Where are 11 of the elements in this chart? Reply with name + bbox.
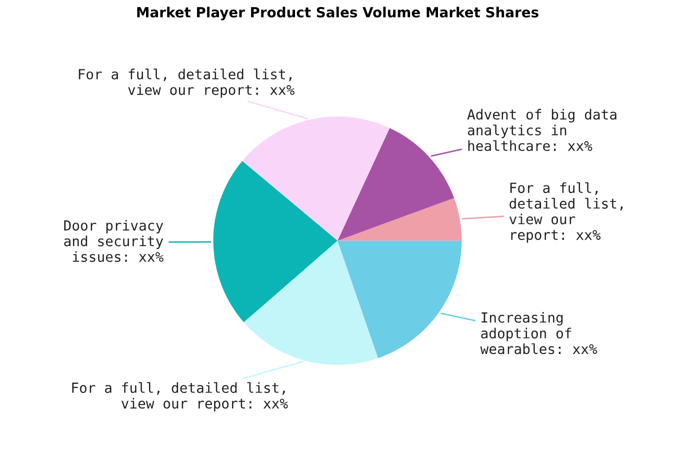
slice-label: Increasing adoption of wearables: xx% [480, 312, 598, 354]
pie-slice [213, 160, 338, 322]
chart-title: Market Player Product Sales Volume Market Shares [137, 6, 538, 20]
slice-label: For a full, detailed list, view our report: xx% [72, 382, 288, 412]
slice-label: For a full, detailed list, view our report: xx% [78, 68, 294, 98]
pie-slice [338, 240, 462, 358]
pie-slice [338, 128, 454, 241]
slice-label: For a full, detailed list, view our report: xx% [509, 182, 623, 243]
slice-label: Door privacy and security issues: xx% [64, 220, 164, 262]
slice-label: Advent of big data analytics in healthcare: xx% [467, 108, 616, 152]
pie-slice [338, 198, 462, 241]
